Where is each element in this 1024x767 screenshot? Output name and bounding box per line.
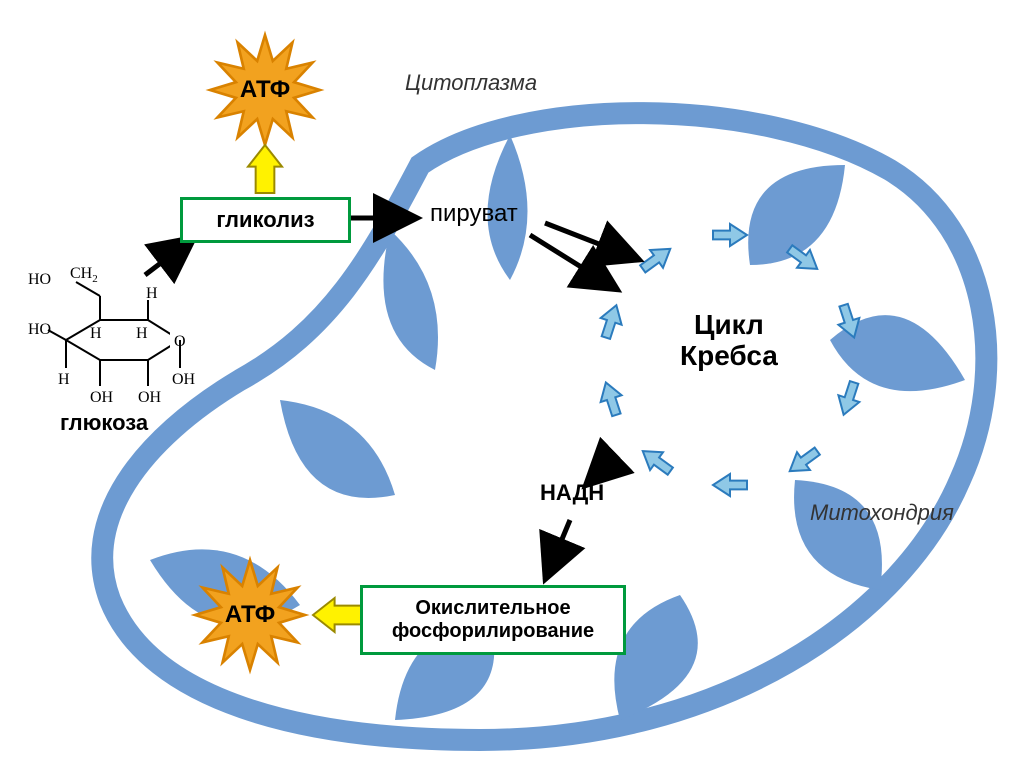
krebs-arrow-2: [838, 304, 859, 338]
krebs-arrow-9: [640, 249, 670, 273]
svg-text:H: H: [90, 325, 102, 342]
oxphos-label: Окислительное фосфорилирование: [363, 597, 623, 643]
svg-text:H: H: [58, 371, 70, 388]
nadh-label: НАДН: [540, 480, 604, 506]
atp-star-bottom: АТФ: [188, 553, 312, 677]
flow-arrows: [145, 218, 640, 580]
svg-text:CH2: CH2: [70, 265, 98, 285]
glycolysis-to-atp: [248, 145, 282, 193]
svg-text:OH: OH: [90, 389, 114, 406]
pyruvate-into-mito2: [530, 235, 618, 290]
glycolysis-label: гликолиз: [216, 207, 314, 233]
krebs-arrow-6: [643, 451, 673, 475]
pyruvate-label: пируват: [430, 200, 518, 228]
glycolysis-box: гликолиз: [180, 197, 351, 243]
mito-label: Митохондрия: [810, 500, 954, 526]
svg-text:O: O: [174, 333, 186, 350]
krebs-arrow-3: [838, 381, 859, 415]
diagram-stage: АТФ АТФ гликолиз Окислительное фосфорили…: [0, 0, 1024, 767]
krebs-arrow-5: [713, 474, 747, 496]
svg-text:HO: HO: [28, 321, 51, 338]
svg-text:H: H: [146, 285, 158, 302]
krebs-label: Цикл Кребса: [680, 310, 778, 372]
glucose-structure: O HO CH2 H HO H OH H H OH OH: [28, 258, 203, 423]
krebs-arrow-7: [601, 382, 622, 416]
cytoplasm-label: Цитоплазма: [405, 70, 537, 96]
svg-text:HO: HO: [28, 271, 51, 288]
krebs-arrow-4: [790, 448, 820, 472]
pyruvate-into-mito1: [545, 223, 640, 260]
svg-text:OH: OH: [172, 371, 196, 388]
nadh-to-oxphos: [545, 520, 570, 580]
krebs-arrow-1: [787, 245, 817, 269]
krebs-arrow-0: [713, 224, 747, 246]
oxphos-to-atp: [313, 598, 361, 632]
oxphos-box: Окислительное фосфорилирование: [360, 585, 626, 655]
krebs-arrow-8: [601, 305, 622, 339]
atp-bottom-label: АТФ: [188, 601, 312, 629]
atp-star-top: АТФ: [203, 28, 327, 152]
svg-text:H: H: [136, 325, 148, 342]
svg-text:OH: OH: [138, 389, 162, 406]
atp-top-label: АТФ: [203, 76, 327, 104]
